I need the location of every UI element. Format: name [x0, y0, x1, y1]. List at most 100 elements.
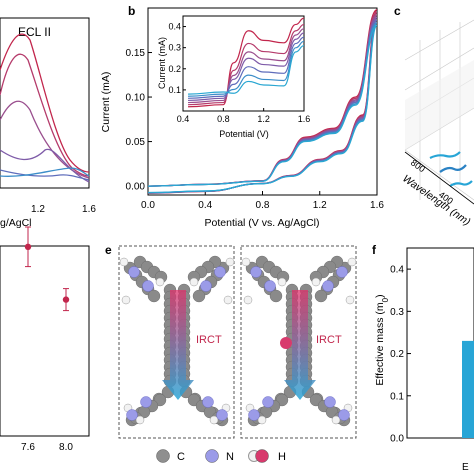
panel-b-xtick: 0.8	[256, 200, 270, 211]
panel-f-ytick: 0.0	[390, 434, 404, 445]
panel-b-ticks: 0.0 0.4 0.8 1.2 1.6 0.00 0.05 0.10 0.15	[126, 48, 385, 211]
panel-b-curves	[147, 9, 378, 194]
panel-e-letter: e	[105, 243, 112, 257]
panel-c-tick-1: 800	[409, 157, 427, 174]
panel-d-points	[24, 226, 70, 312]
atom-n	[202, 396, 214, 408]
panel-a-xlabel: g/AgCl	[0, 217, 32, 229]
atom-h	[209, 415, 219, 425]
panel-b-inset-series	[188, 28, 305, 104]
panel-b-series-reverse	[147, 24, 378, 194]
atom-n	[214, 266, 226, 278]
panel-e-box-1	[118, 245, 235, 439]
panel-b-letter: b	[128, 4, 135, 18]
panel-f: f 0.4 0.3 0.2 0.1 0.0 Effective mass (m0) E	[372, 243, 474, 473]
panel-a-xtick-2: 1.6	[82, 204, 96, 215]
panel-d: 7.6 8.0	[0, 226, 90, 453]
atom-n	[142, 280, 154, 292]
panel-b-xtick: 0.4	[198, 200, 212, 211]
panel-c: c 800 400 Wavelength (nm)	[394, 4, 474, 228]
panel-f-ytick: 0.2	[390, 349, 404, 360]
panel-f-frame	[406, 247, 474, 439]
panel-b-inset-xtick: 1.2	[257, 114, 270, 124]
panel-f-bar-label: E	[462, 462, 469, 473]
atom-n	[338, 409, 350, 421]
panel-b-ytick: 0.10	[126, 93, 146, 104]
panel-a-inner-label: ECL II	[18, 25, 51, 39]
legend-swatch	[156, 449, 170, 463]
panel-a-trace	[0, 148, 90, 183]
panel-b-inset-ylabel: Current (mA)	[157, 37, 167, 89]
irct-arrow	[162, 290, 194, 400]
panel-b-inset-series	[188, 32, 305, 102]
atom-h	[345, 295, 355, 305]
atom-n	[128, 266, 140, 278]
panel-e: e IRCT IRCT C N H	[105, 243, 357, 463]
panel-b-ytick: 0.15	[126, 48, 146, 59]
legend-label: N	[226, 451, 234, 463]
panel-a-frame	[0, 17, 90, 189]
panel-b-series-forward	[147, 24, 378, 187]
panel-e-box-2	[240, 245, 357, 439]
atom-n	[322, 280, 334, 292]
panel-b-inset-ytick: 0.3	[168, 43, 181, 53]
atom-h	[135, 415, 145, 425]
panel-d-frame	[0, 245, 90, 437]
panel-a-trace	[0, 33, 90, 173]
panel-f-ytick: 0.1	[390, 391, 404, 402]
atom-n	[324, 396, 336, 408]
atom-n	[126, 409, 138, 421]
atom-c	[192, 289, 206, 303]
panel-b-xtick: 0.0	[141, 200, 155, 211]
atom-h	[225, 257, 235, 267]
panel-a-curves	[0, 33, 90, 183]
atom-h	[347, 257, 357, 267]
atom-h	[189, 277, 199, 287]
atom-h	[155, 277, 165, 287]
panel-f-ytick: 0.4	[390, 265, 404, 276]
irct-arrow	[284, 290, 316, 400]
legend-label: H	[278, 451, 286, 463]
panel-d-point	[24, 243, 32, 250]
panel-b-inset-ytick: 0.1	[168, 85, 181, 95]
atom-h	[119, 257, 129, 267]
panel-b-inset-series	[188, 40, 305, 97]
panel-b-xlabel: Potential (V vs. Ag/AgCl)	[205, 217, 320, 229]
panel-c-letter: c	[394, 4, 401, 18]
atom-h-pink	[280, 337, 292, 349]
panel-b-ytick: 0.05	[126, 137, 146, 148]
panel-b-xtick: 1.6	[370, 200, 384, 211]
molecule-2	[241, 255, 357, 427]
panel-a-trace	[0, 169, 90, 181]
panel-e-irct-2: IRCT	[316, 334, 342, 346]
atom-c	[269, 289, 283, 303]
panel-f-ytick: 0.3	[390, 307, 404, 318]
panel-d-xtick-2: 8.0	[59, 442, 73, 453]
panel-c-axis-label: Wavelength (nm)	[400, 173, 472, 229]
panel-a-trace	[0, 53, 90, 177]
legend-label: C	[177, 451, 185, 463]
atom-h	[241, 257, 251, 267]
panel-b-inset-xtick: 1.6	[298, 114, 311, 124]
panel-b-inset-curves	[188, 17, 305, 108]
atom-n	[336, 266, 348, 278]
atom-h	[311, 277, 321, 287]
legend-swatch	[255, 449, 269, 463]
panel-e-irct-1: IRCT	[196, 334, 222, 346]
panel-f-bar	[462, 340, 474, 438]
atom-n	[140, 396, 152, 408]
atom-n	[250, 266, 262, 278]
panel-b: b 0.0 0.4 0.8 1.2 1.6 0.00 0.05 0.10 0.15 Potent…	[100, 4, 384, 229]
atom-h	[331, 415, 341, 425]
panel-b-ylabel: Current (mA)	[100, 72, 112, 133]
atom-n	[262, 396, 274, 408]
panel-f-ylabel: Effective mass (m0)	[374, 294, 390, 385]
panel-d-point	[62, 296, 70, 303]
atom-n	[248, 409, 260, 421]
panel-f-letter: f	[372, 243, 377, 257]
panel-b-inset-series	[188, 23, 305, 106]
atom-c	[314, 289, 328, 303]
panel-b-inset-xlabel: Potential (V)	[219, 129, 269, 139]
atom-h	[121, 295, 131, 305]
